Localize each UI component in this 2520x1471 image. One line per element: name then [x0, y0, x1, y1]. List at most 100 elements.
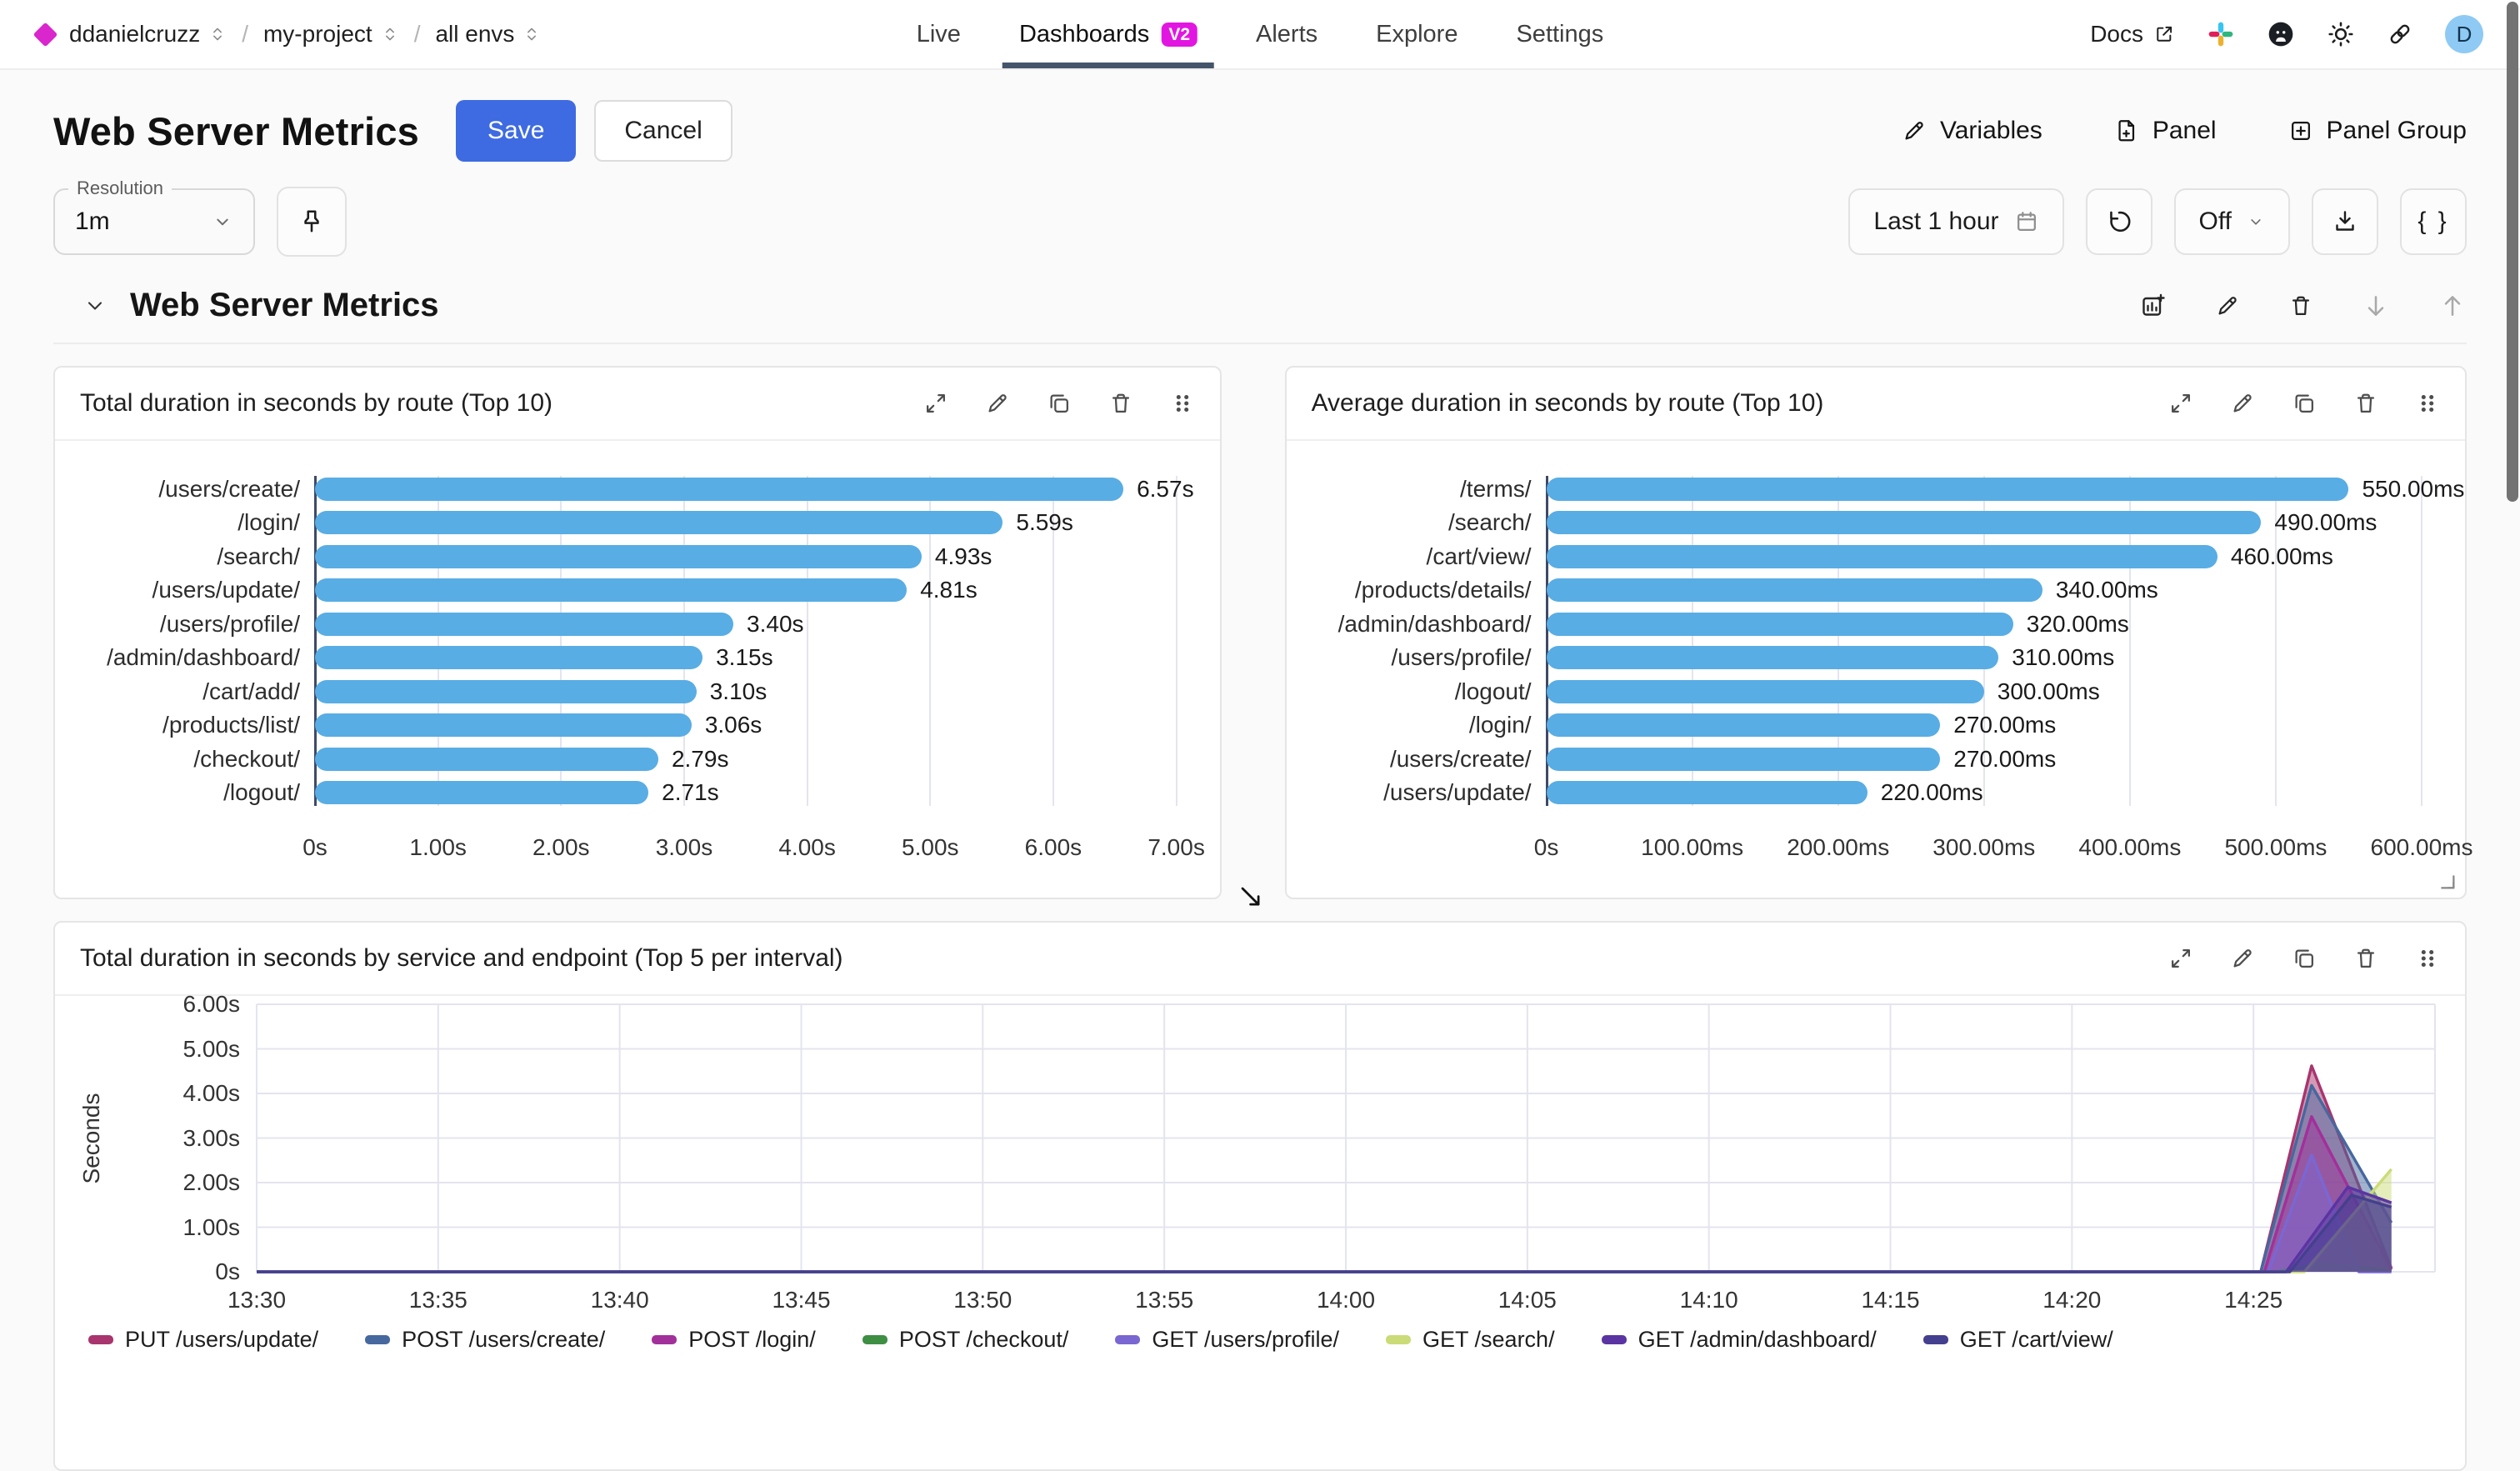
- legend-item[interactable]: POST /users/create/: [365, 1327, 605, 1353]
- resolution-select[interactable]: Resolution 1m: [53, 178, 255, 255]
- duplicate-icon[interactable]: [1047, 391, 1072, 416]
- tab-explore[interactable]: Explore: [1371, 0, 1462, 68]
- delete-icon[interactable]: [2353, 391, 2378, 416]
- move-down-icon[interactable]: [2362, 292, 2390, 320]
- timeseries-svg[interactable]: [256, 1003, 2436, 1273]
- delete-icon[interactable]: [2288, 293, 2313, 318]
- edit-icon[interactable]: [2230, 946, 2255, 971]
- auto-refresh-select[interactable]: Off: [2173, 188, 2290, 255]
- gridline: [1982, 476, 1985, 806]
- save-button[interactable]: Save: [456, 100, 577, 162]
- theme-toggle-icon[interactable]: [2327, 20, 2355, 48]
- breadcrumb-org[interactable]: ddanielcruzz: [69, 21, 227, 48]
- bar[interactable]: [1546, 478, 2349, 501]
- duplicate-icon[interactable]: [2292, 946, 2317, 971]
- v2-badge: V2: [1161, 22, 1198, 47]
- bar[interactable]: [315, 780, 649, 804]
- breadcrumb-project[interactable]: my-project: [263, 21, 399, 48]
- drag-handle-icon[interactable]: [1170, 391, 1195, 416]
- share-link-icon[interactable]: [2387, 21, 2413, 48]
- x-tick-label: 14:05: [1498, 1287, 1557, 1313]
- expand-icon[interactable]: [923, 391, 948, 416]
- resize-handle-icon[interactable]: [1235, 881, 1265, 911]
- expand-icon[interactable]: [2168, 391, 2193, 416]
- breadcrumb-separator: /: [413, 21, 421, 47]
- delete-icon[interactable]: [2353, 946, 2378, 971]
- bar[interactable]: [1546, 578, 2042, 603]
- legend-item[interactable]: GET /search/: [1386, 1327, 1555, 1353]
- docs-link[interactable]: Docs: [2090, 21, 2175, 48]
- tab-dashboards[interactable]: Dashboards V2: [1002, 0, 1215, 68]
- add-panel-button[interactable]: Panel: [2114, 117, 2217, 145]
- bar[interactable]: [315, 578, 908, 603]
- legend-label: GET /search/: [1422, 1327, 1555, 1352]
- x-tick-label: 7.00s: [1148, 834, 1205, 860]
- duplicate-icon[interactable]: [2292, 391, 2317, 416]
- brand-diamond-icon: [32, 22, 58, 47]
- legend-swatch: [365, 1335, 391, 1344]
- bar[interactable]: [315, 747, 658, 771]
- legend-swatch: [1386, 1335, 1412, 1344]
- add-panel-group-button[interactable]: Panel Group: [2288, 117, 2467, 145]
- bar[interactable]: [1546, 646, 1999, 670]
- edit-icon[interactable]: [2230, 391, 2255, 416]
- bar[interactable]: [1546, 747, 1941, 771]
- pin-button[interactable]: [277, 187, 347, 257]
- bar[interactable]: [1546, 511, 2262, 535]
- github-icon[interactable]: [2267, 20, 2295, 48]
- legend-item[interactable]: GET /users/profile/: [1115, 1327, 1339, 1353]
- tab-alerts[interactable]: Alerts: [1251, 0, 1322, 68]
- resize-corner-icon[interactable]: [2433, 868, 2458, 893]
- variables-button[interactable]: Variables: [1902, 117, 2042, 145]
- cancel-button[interactable]: Cancel: [594, 100, 732, 162]
- slack-icon[interactable]: [2207, 20, 2235, 48]
- bar[interactable]: [315, 646, 703, 670]
- y-tick-label: 1.00s: [182, 1213, 241, 1240]
- edit-icon[interactable]: [985, 391, 1010, 416]
- dashboard-toolbar: Resolution 1m Last 1 hour Off { }: [0, 162, 2520, 257]
- tab-settings[interactable]: Settings: [1511, 0, 1608, 68]
- breadcrumb-env[interactable]: all envs: [435, 21, 541, 48]
- tab-live[interactable]: Live: [912, 0, 966, 68]
- bar-category-label: /products/list/: [162, 712, 300, 738]
- main-tabs: Live Dashboards V2 Alerts Explore Settin…: [912, 0, 1609, 68]
- bar-value-label: 310.00ms: [2012, 644, 2115, 671]
- download-button[interactable]: [2312, 188, 2378, 255]
- x-tick-label: 14:15: [1861, 1287, 1920, 1313]
- time-range-button[interactable]: Last 1 hour: [1848, 188, 2064, 255]
- bar[interactable]: [315, 544, 922, 568]
- legend-item[interactable]: GET /cart/view/: [1922, 1327, 2113, 1353]
- x-axis: 0s 100.00ms 200.00ms 300.00ms 400.00ms 500.00…: [1534, 824, 2473, 879]
- bar[interactable]: [315, 679, 697, 703]
- panel-label: Panel: [2152, 117, 2217, 144]
- bar[interactable]: [315, 713, 692, 738]
- avatar[interactable]: D: [2445, 15, 2483, 53]
- bar[interactable]: [315, 612, 734, 636]
- legend-item[interactable]: PUT /users/update/: [88, 1327, 318, 1353]
- bar-category-label: /cart/view/: [1426, 543, 1532, 569]
- json-view-button[interactable]: { }: [2400, 188, 2467, 255]
- drag-handle-icon[interactable]: [2415, 946, 2440, 971]
- add-chart-icon[interactable]: [2140, 293, 2167, 319]
- legend-item[interactable]: POST /login/: [652, 1327, 816, 1353]
- edit-icon[interactable]: [2215, 293, 2240, 318]
- bar[interactable]: [1546, 612, 2013, 636]
- delete-icon[interactable]: [1108, 391, 1133, 416]
- collapse-chevron-icon[interactable]: [83, 294, 107, 318]
- refresh-button[interactable]: [2085, 188, 2152, 255]
- bar[interactable]: [1546, 713, 1941, 738]
- bar-value-label: 6.57s: [1137, 476, 1194, 502]
- y-tick-label: 5.00s: [182, 1035, 241, 1062]
- bar[interactable]: [315, 478, 1124, 501]
- drag-handle-icon[interactable]: [2415, 391, 2440, 416]
- legend-item[interactable]: GET /admin/dashboard/: [1601, 1327, 1877, 1353]
- expand-icon[interactable]: [2168, 946, 2193, 971]
- bar[interactable]: [315, 511, 1003, 535]
- bar[interactable]: [1546, 544, 2218, 568]
- scrollbar[interactable]: [2507, 2, 2518, 502]
- bar[interactable]: [1546, 780, 1868, 804]
- move-up-icon[interactable]: [2438, 292, 2467, 320]
- legend-item[interactable]: POST /checkout/: [862, 1327, 1068, 1353]
- resolution-label: Resolution: [68, 178, 172, 199]
- bar[interactable]: [1546, 679, 1984, 703]
